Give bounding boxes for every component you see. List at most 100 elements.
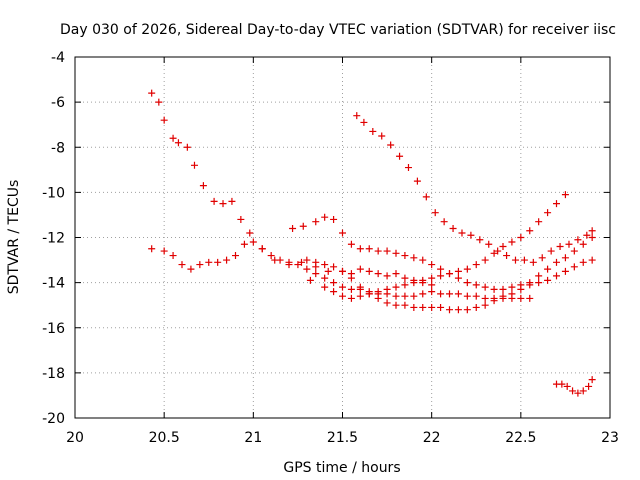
data-point	[294, 261, 302, 269]
data-point	[419, 290, 427, 298]
data-point	[210, 197, 218, 205]
data-point	[574, 236, 582, 244]
data-point	[481, 283, 489, 291]
series-4	[303, 234, 596, 314]
y-axis-label: SDTVAR / TECUs	[6, 180, 22, 295]
data-point	[246, 229, 254, 237]
data-point	[378, 132, 386, 140]
data-point	[321, 213, 329, 221]
data-point	[428, 261, 436, 269]
data-point	[558, 380, 566, 388]
data-point	[481, 294, 489, 302]
data-point	[289, 224, 297, 232]
data-point	[472, 292, 480, 300]
series-7	[553, 376, 596, 397]
data-point	[494, 247, 502, 255]
data-point	[330, 215, 338, 223]
data-point	[472, 281, 480, 289]
y-tick-label: -6	[51, 95, 65, 111]
data-point	[299, 222, 307, 230]
data-point	[347, 274, 355, 282]
data-point	[365, 267, 373, 275]
x-tick-label: 22	[423, 430, 441, 446]
data-point	[563, 382, 571, 390]
data-point	[174, 139, 182, 147]
data-point	[410, 279, 418, 287]
data-point	[237, 215, 245, 223]
data-point	[339, 292, 346, 300]
data-point	[517, 285, 525, 293]
data-point	[481, 256, 489, 264]
data-point	[419, 256, 427, 264]
data-point	[485, 240, 493, 248]
data-point	[148, 245, 156, 253]
data-point	[588, 376, 596, 384]
data-point	[454, 306, 462, 314]
data-point	[312, 270, 320, 278]
data-point	[240, 240, 248, 248]
data-point	[463, 306, 471, 314]
data-points	[148, 89, 596, 397]
data-point	[499, 292, 507, 300]
y-tick-label: -12	[42, 231, 65, 247]
data-point	[374, 247, 382, 255]
data-point	[588, 234, 596, 241]
data-point	[339, 283, 346, 291]
data-point	[565, 240, 573, 248]
data-point	[428, 303, 436, 311]
y-tick-label: -16	[42, 321, 65, 337]
y-tick-label: -10	[42, 185, 65, 201]
data-point	[526, 294, 534, 302]
data-point	[538, 254, 546, 262]
y-tick-label: -8	[51, 140, 65, 156]
data-point	[561, 267, 569, 275]
data-point	[490, 249, 498, 257]
data-point	[347, 240, 355, 248]
x-tick-label: 21.5	[327, 430, 358, 446]
y-tick-label: -4	[51, 50, 65, 66]
data-point	[490, 285, 498, 293]
data-point	[419, 276, 427, 284]
data-point	[374, 288, 382, 296]
data-point	[374, 294, 382, 302]
data-point	[392, 283, 400, 291]
data-point	[579, 240, 587, 248]
data-point	[508, 238, 516, 246]
data-point	[396, 152, 404, 160]
data-point	[223, 256, 231, 264]
data-point	[228, 197, 236, 205]
data-point	[297, 258, 305, 266]
data-point	[463, 279, 471, 287]
data-point	[463, 265, 471, 273]
data-point	[190, 161, 198, 169]
data-point	[472, 303, 480, 311]
data-point	[160, 116, 168, 124]
data-point	[183, 143, 191, 151]
data-point	[428, 281, 436, 289]
data-point	[365, 245, 373, 253]
data-point	[529, 258, 537, 266]
data-point	[526, 279, 534, 287]
data-point	[169, 252, 177, 260]
data-point	[303, 265, 311, 273]
data-point	[454, 290, 462, 298]
data-point	[214, 258, 222, 266]
data-point	[321, 283, 329, 291]
data-point	[535, 272, 543, 280]
data-point	[392, 292, 400, 300]
data-point	[410, 292, 418, 300]
data-point	[499, 243, 507, 251]
data-point	[148, 89, 156, 97]
data-point	[561, 191, 569, 199]
data-point	[360, 118, 368, 126]
data-point	[330, 288, 338, 296]
series-6	[353, 112, 596, 266]
data-point	[544, 209, 552, 217]
x-tick-label: 20.5	[149, 430, 180, 446]
data-point	[410, 303, 418, 311]
data-point	[520, 256, 528, 264]
data-point	[267, 252, 275, 260]
data-point	[383, 299, 391, 307]
data-point	[303, 256, 311, 264]
